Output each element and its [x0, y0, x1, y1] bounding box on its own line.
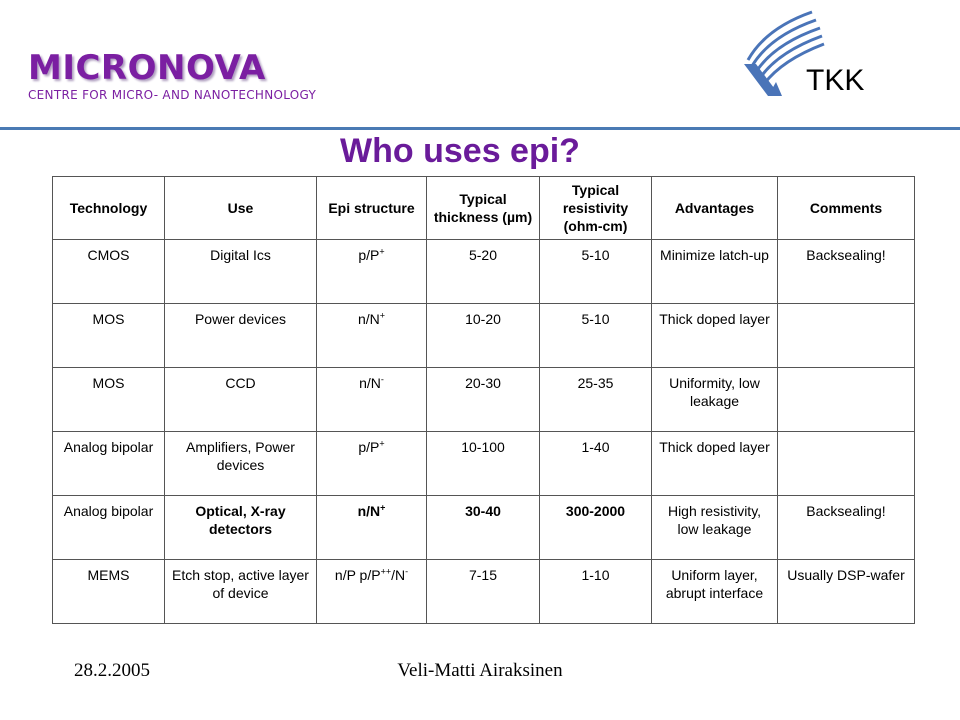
cell-thickness: 7-15: [426, 559, 540, 624]
cell-epi-structure: n/N-: [316, 367, 427, 432]
header-epi-structure: Epi structure: [316, 176, 427, 240]
footer-date: 28.2.2005: [74, 660, 150, 681]
cell-use: Amplifiers, Power devices: [164, 431, 317, 496]
cell-resistivity: 300-2000: [539, 495, 652, 560]
tkk-logo-icon: [744, 10, 825, 96]
cell-epi-structure: n/N+: [316, 495, 427, 560]
cell-resistivity: 5-10: [539, 303, 652, 368]
cell-thickness: 30-40: [426, 495, 540, 560]
cell-technology: CMOS: [52, 239, 165, 304]
cell-use: Digital Ics: [164, 239, 317, 304]
cell-technology: Analog bipolar: [52, 495, 165, 560]
cell-technology: MOS: [52, 367, 165, 432]
cell-advantages: Thick doped layer: [651, 303, 778, 368]
cell-use: CCD: [164, 367, 317, 432]
cell-thickness: 10-100: [426, 431, 540, 496]
cell-technology: Analog bipolar: [52, 431, 165, 496]
cell-use: Optical, X-ray detectors: [164, 495, 317, 560]
cell-epi-structure: n/P p/P++/N-: [316, 559, 427, 624]
footer-author: Veli-Matti Airaksinen: [397, 660, 563, 681]
cell-technology: MOS: [52, 303, 165, 368]
cell-resistivity: 5-10: [539, 239, 652, 304]
cell-thickness: 10-20: [426, 303, 540, 368]
cell-resistivity: 1-40: [539, 431, 652, 496]
header-comments: Comments: [777, 176, 915, 240]
table-row: MOS Power devices n/N+ 10-20 5-10 Thick …: [52, 303, 915, 368]
cell-advantages: Uniformity, low leakage: [651, 367, 778, 432]
cell-use: Etch stop, active layer of device: [164, 559, 317, 624]
table-header-row: Technology Use Epi structure Typical thi…: [52, 176, 915, 240]
cell-use: Power devices: [164, 303, 317, 368]
cell-epi-structure: p/P+: [316, 239, 427, 304]
slide-title: Who uses epi?: [340, 132, 580, 170]
header-advantages: Advantages: [651, 176, 778, 240]
cell-advantages: Uniform layer, abrupt interface: [651, 559, 778, 624]
header-use: Use: [164, 176, 317, 240]
cell-comments: [777, 431, 915, 496]
cell-resistivity: 25-35: [539, 367, 652, 432]
brand-name: MICRONOVA: [28, 48, 266, 88]
logo-text: TKK: [806, 64, 865, 97]
cell-thickness: 20-30: [426, 367, 540, 432]
cell-comments: Backsealing!: [777, 495, 915, 560]
table-row: Analog bipolar Amplifiers, Power devices…: [52, 431, 915, 496]
cell-comments: [777, 303, 915, 368]
cell-epi-structure: p/P+: [316, 431, 427, 496]
cell-comments: [777, 367, 915, 432]
cell-epi-structure: n/N+: [316, 303, 427, 368]
cell-resistivity: 1-10: [539, 559, 652, 624]
brand-block: MICRONOVA Centre for Micro- and Nanotech…: [28, 50, 316, 102]
epi-usage-table: Technology Use Epi structure Typical thi…: [52, 176, 915, 624]
cell-advantages: High resistivity, low leakage: [651, 495, 778, 560]
cell-comments: Usually DSP-wafer: [777, 559, 915, 624]
brand-subtitle: Centre for Micro- and Nanotechnology: [28, 88, 317, 102]
header-resistivity: Typical resistivity (ohm-cm): [539, 176, 652, 240]
header-divider: [0, 127, 960, 130]
cell-technology: MEMS: [52, 559, 165, 624]
table-row: CMOS Digital Ics p/P+ 5-20 5-10 Minimize…: [52, 239, 915, 304]
header-technology: Technology: [52, 176, 165, 240]
cell-thickness: 5-20: [426, 239, 540, 304]
cell-advantages: Minimize latch-up: [651, 239, 778, 304]
table-row: MOS CCD n/N- 20-30 25-35 Uniformity, low…: [52, 367, 915, 432]
table-row: MEMS Etch stop, active layer of device n…: [52, 559, 915, 624]
cell-advantages: Thick doped layer: [651, 431, 778, 496]
table-row: Analog bipolar Optical, X-ray detectors …: [52, 495, 915, 560]
header-thickness: Typical thickness (µm): [426, 176, 540, 240]
cell-comments: Backsealing!: [777, 239, 915, 304]
